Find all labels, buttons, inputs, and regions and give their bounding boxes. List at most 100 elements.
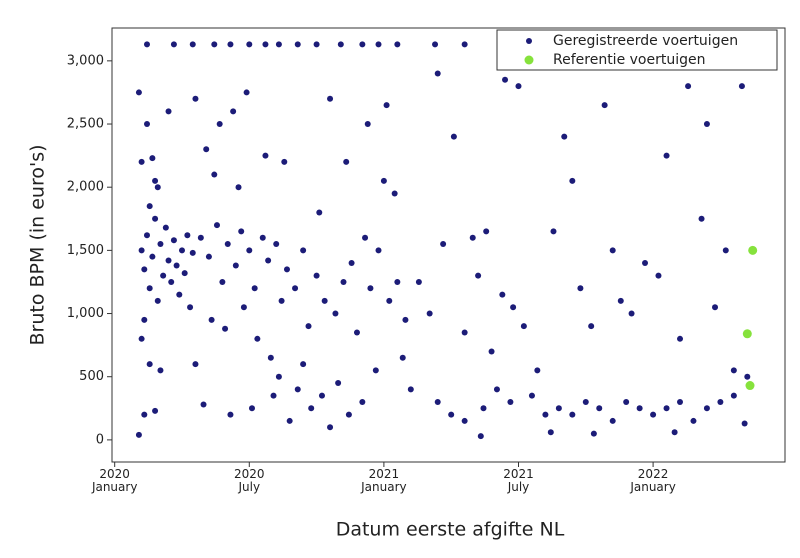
point — [192, 361, 199, 368]
point — [176, 291, 183, 298]
point — [550, 228, 557, 235]
y-tick-label: 1,500 — [67, 243, 104, 258]
point — [170, 237, 177, 244]
point — [738, 83, 745, 90]
legend-marker — [526, 38, 532, 44]
point — [313, 41, 320, 48]
point — [275, 41, 282, 48]
point — [335, 380, 342, 387]
point — [609, 417, 616, 424]
point — [415, 278, 422, 285]
point — [432, 41, 439, 48]
point — [359, 398, 366, 405]
point — [730, 367, 737, 374]
y-tick-label: 3,000 — [67, 53, 104, 68]
y-tick-label: 1,000 — [67, 306, 104, 321]
point — [219, 278, 226, 285]
point — [703, 405, 710, 412]
point — [300, 247, 307, 254]
point — [181, 270, 188, 277]
point — [542, 411, 549, 418]
point — [254, 335, 261, 342]
point — [601, 102, 608, 109]
point — [677, 335, 684, 342]
point — [138, 335, 145, 342]
point — [434, 398, 441, 405]
point — [143, 232, 150, 239]
legend-label: Referentie voertuigen — [553, 52, 705, 68]
point — [744, 373, 751, 380]
point — [399, 354, 406, 361]
point — [499, 291, 506, 298]
point — [650, 411, 657, 418]
point — [510, 304, 517, 311]
point — [534, 367, 541, 374]
point — [394, 41, 401, 48]
point — [251, 285, 258, 292]
point — [273, 241, 280, 248]
point — [364, 121, 371, 128]
point — [160, 272, 167, 279]
point — [623, 398, 630, 405]
point — [294, 386, 301, 393]
point — [197, 234, 204, 241]
point — [582, 398, 589, 405]
point — [152, 177, 159, 184]
point — [154, 297, 161, 304]
point — [168, 278, 175, 285]
point — [362, 234, 369, 241]
point — [383, 102, 390, 109]
point — [569, 177, 576, 184]
point — [135, 89, 142, 96]
point — [154, 184, 161, 191]
point — [165, 108, 172, 115]
point — [367, 285, 374, 292]
point — [480, 405, 487, 412]
point — [232, 262, 239, 269]
x-tick-label: 2020 July — [234, 467, 265, 494]
point — [205, 253, 212, 260]
point — [146, 203, 153, 210]
point — [211, 41, 218, 48]
point — [146, 285, 153, 292]
point — [267, 354, 274, 361]
point — [380, 177, 387, 184]
point — [189, 41, 196, 48]
point — [240, 304, 247, 311]
point — [327, 424, 334, 431]
x-tick-label: 2021 July — [503, 467, 534, 494]
point — [663, 405, 670, 412]
point — [141, 266, 148, 273]
point — [515, 83, 522, 90]
point — [588, 323, 595, 330]
point — [677, 398, 684, 405]
legend-marker — [524, 55, 534, 65]
point — [343, 158, 350, 165]
point — [138, 158, 145, 165]
point — [547, 429, 554, 436]
point — [577, 285, 584, 292]
point — [502, 76, 509, 83]
point — [722, 247, 729, 254]
point — [146, 361, 153, 368]
x-axis-label: Datum eerste afgifte NL — [336, 519, 565, 541]
point — [748, 245, 758, 255]
point — [520, 323, 527, 330]
point — [192, 95, 199, 102]
point — [138, 247, 145, 254]
point — [528, 392, 535, 399]
point — [690, 417, 697, 424]
point — [259, 234, 266, 241]
point — [461, 329, 468, 336]
point — [628, 310, 635, 317]
point — [294, 41, 301, 48]
x-tick-label: 2022 January — [630, 467, 676, 494]
x-tick-label: 2021 January — [361, 467, 407, 494]
point — [450, 133, 457, 140]
point — [157, 241, 164, 248]
point — [375, 41, 382, 48]
point — [372, 367, 379, 374]
legend-box — [496, 29, 778, 71]
point — [243, 89, 250, 96]
